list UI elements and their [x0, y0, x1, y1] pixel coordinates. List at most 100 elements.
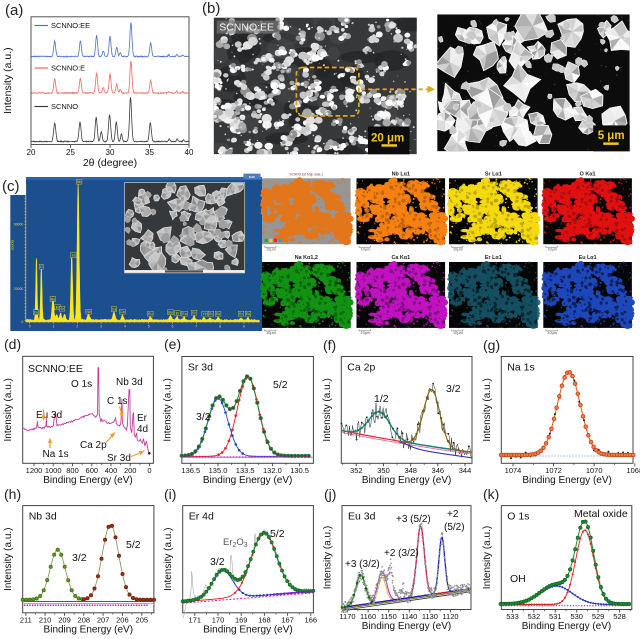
svg-text:SCNNO:EE: SCNNO:EE: [51, 21, 90, 30]
svg-text:Na 1s: Na 1s: [507, 362, 534, 374]
svg-text:528: 528: [613, 612, 626, 621]
svg-text:3: 3: [100, 325, 102, 329]
svg-text:5 μm: 5 μm: [598, 130, 625, 142]
svg-text:1120: 1120: [442, 612, 458, 621]
svg-text:20000: 20000: [14, 287, 24, 291]
svg-text:(b): (b): [202, 0, 220, 17]
svg-text:Intensity (a.u.): Intensity (a.u.): [3, 528, 14, 591]
svg-text:Ca: Ca: [112, 308, 117, 312]
svg-text:346: 346: [432, 466, 445, 475]
svg-text:3/2: 3/2: [72, 552, 87, 564]
svg-text:Intensity (a.u.): Intensity (a.u.): [482, 378, 493, 441]
svg-text:O: O: [40, 265, 43, 269]
svg-text:1160: 1160: [360, 612, 376, 621]
svg-text:40: 40: [185, 148, 194, 157]
svg-text:200: 200: [124, 466, 137, 475]
svg-text:3/2: 3/2: [446, 383, 461, 395]
svg-text:+3 (3/2): +3 (3/2): [345, 559, 380, 570]
svg-text:(k): (k): [483, 486, 499, 502]
svg-text:Nb: Nb: [77, 180, 82, 184]
svg-text:SCNNO:EE: SCNNO:EE: [219, 22, 274, 34]
svg-text:205: 205: [136, 615, 149, 624]
svg-text:counts: counts: [11, 240, 15, 251]
svg-text:Nb 3d: Nb 3d: [29, 511, 57, 523]
svg-text:60000: 60000: [14, 222, 24, 226]
svg-text:5/2: 5/2: [273, 379, 288, 391]
svg-text:530: 530: [570, 612, 583, 621]
svg-text:Eu Lα1: Eu Lα1: [579, 255, 597, 261]
svg-text:1074: 1074: [505, 466, 522, 475]
svg-text:209: 209: [58, 615, 71, 624]
svg-text:10μm: 10μm: [266, 330, 276, 335]
svg-text:1200: 1200: [26, 466, 43, 475]
svg-text:206: 206: [116, 615, 129, 624]
svg-text:Binding Energy (eV): Binding Energy (eV): [522, 621, 612, 632]
svg-text:Er 4d: Er 4d: [189, 511, 214, 523]
svg-text:Intensity (a.u.): Intensity (a.u.): [2, 47, 14, 114]
svg-text:Na 1s: Na 1s: [43, 449, 69, 460]
svg-text:(g): (g): [483, 337, 500, 353]
svg-text:3/2: 3/2: [210, 556, 225, 568]
svg-text:O 1s: O 1s: [507, 511, 529, 523]
svg-text:35: 35: [145, 148, 154, 157]
svg-text:Intensity (a.u.): Intensity (a.u.): [322, 378, 333, 441]
svg-text:211: 211: [20, 615, 32, 624]
svg-text:Binding Energy (eV): Binding Energy (eV): [522, 475, 612, 486]
svg-text:352: 352: [350, 466, 363, 475]
svg-text:sum: sum: [249, 175, 256, 179]
svg-text:344: 344: [459, 466, 472, 475]
svg-text:348: 348: [404, 466, 417, 475]
svg-text:Ba: Ba: [168, 311, 172, 315]
svg-text:10μm: 10μm: [266, 247, 276, 252]
svg-text:Intensity (a.u.): Intensity (a.u.): [482, 526, 493, 589]
svg-text:210: 210: [39, 615, 52, 624]
svg-text:SCNNO:EE Map data 1: SCNNO:EE Map data 1: [290, 172, 324, 176]
svg-text:10μm: 10μm: [453, 330, 463, 335]
svg-text:(c): (c): [2, 178, 20, 195]
svg-text:133.5: 133.5: [236, 466, 255, 475]
svg-text:Binding Energy (eV): Binding Energy (eV): [44, 624, 134, 635]
svg-text:Sr: Sr: [60, 307, 64, 311]
svg-text:(d): (d): [4, 336, 21, 352]
svg-text:350: 350: [377, 466, 390, 475]
svg-text:0: 0: [147, 466, 151, 475]
svg-text:168: 168: [258, 615, 271, 624]
svg-text:Binding Energy (eV): Binding Energy (eV): [203, 624, 293, 635]
svg-text:C 1s: C 1s: [107, 396, 128, 407]
svg-text:0: 0: [29, 325, 31, 329]
svg-text:Ca Kα1: Ca Kα1: [392, 255, 411, 261]
svg-text:1150: 1150: [381, 612, 397, 621]
svg-text:400: 400: [105, 466, 118, 475]
svg-text:208: 208: [78, 615, 91, 624]
svg-text:(h): (h): [4, 486, 21, 502]
svg-text:1140: 1140: [401, 612, 417, 621]
svg-text:Binding Energy (eV): Binding Energy (eV): [203, 475, 293, 486]
svg-text:Binding Energy (eV): Binding Energy (eV): [43, 475, 133, 486]
svg-text:1070: 1070: [586, 466, 603, 475]
svg-text:(j): (j): [324, 486, 336, 502]
svg-text:167: 167: [281, 615, 294, 624]
svg-text:135.0: 135.0: [209, 466, 228, 475]
svg-text:3/2: 3/2: [196, 411, 211, 423]
svg-text:10μm: 10μm: [361, 330, 371, 335]
svg-text:Na Kα1,2: Na Kα1,2: [295, 255, 318, 261]
svg-text:10μm: 10μm: [361, 247, 371, 252]
svg-text:Metal oxide: Metal oxide: [574, 508, 628, 520]
svg-text:Eu 3d: Eu 3d: [348, 511, 376, 523]
svg-text:Sr Lα1: Sr Lα1: [485, 171, 502, 177]
svg-text:132.0: 132.0: [263, 466, 282, 475]
svg-text:1000: 1000: [45, 466, 62, 475]
svg-text:(f): (f): [323, 337, 336, 353]
svg-text:1/2: 1/2: [374, 393, 389, 405]
svg-text:4: 4: [124, 325, 126, 329]
svg-text:529: 529: [592, 612, 605, 621]
svg-text:166: 166: [305, 615, 318, 624]
svg-text:Eu: Eu: [246, 312, 250, 316]
svg-text:(a): (a): [5, 2, 23, 19]
svg-text:30: 30: [106, 148, 115, 157]
svg-text:Binding Energy (eV): Binding Energy (eV): [362, 475, 452, 486]
svg-text:Yb: Yb: [202, 312, 206, 316]
svg-text:(e): (e): [164, 336, 181, 352]
svg-text:SCNNO: SCNNO: [51, 102, 78, 111]
svg-text:Eu: Eu: [216, 312, 220, 316]
